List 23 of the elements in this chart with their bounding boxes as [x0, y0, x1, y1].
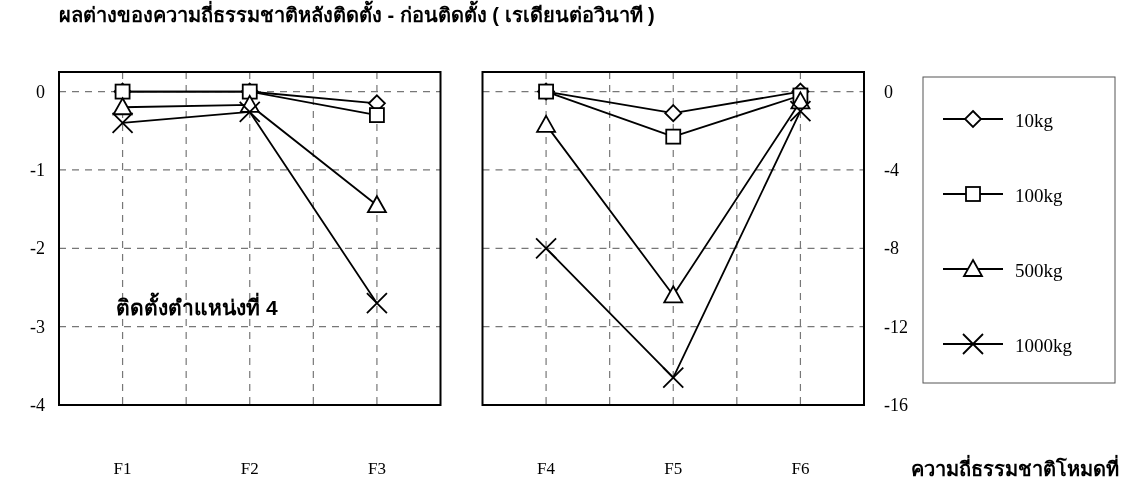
y-tick-label: -2: [30, 238, 45, 259]
y-tick-label: -12: [884, 316, 908, 337]
legend-label: 500kg: [1015, 260, 1063, 281]
annotation: ติดตั้งตำแหน่งที่ 4: [116, 292, 279, 320]
legend-label: 1000kg: [1015, 335, 1073, 356]
x-tick-label: F2: [240, 459, 259, 478]
y-tick-label: 0: [36, 81, 45, 102]
legend-label: 100kg: [1015, 185, 1063, 206]
y-tick-label: -16: [884, 395, 908, 415]
x-tick-label: F6: [791, 459, 810, 478]
y-tick-label: -8: [884, 238, 899, 259]
y-tick-label: -4: [884, 159, 899, 180]
x-axis-title: ความถี่ธรรมชาติโหมดที่: [911, 454, 1119, 480]
y-tick-label: -4: [30, 395, 45, 415]
y-tick-label: 0: [884, 81, 893, 102]
x-tick-label: F5: [664, 459, 683, 478]
x-tick-label: F4: [537, 459, 556, 478]
legend-label: 10kg: [1015, 110, 1054, 131]
chart-title: ผลต่างของความถี่ธรรมชาติหลังติดตั้ง - ก่อนติดตั้ง ( เรเดียนต่อวินาที ): [59, 0, 655, 26]
y-tick-label: -1: [30, 159, 45, 180]
x-tick-label: F1: [113, 459, 132, 478]
x-tick-label: F3: [367, 459, 386, 478]
y-tick-label: -3: [30, 316, 45, 337]
